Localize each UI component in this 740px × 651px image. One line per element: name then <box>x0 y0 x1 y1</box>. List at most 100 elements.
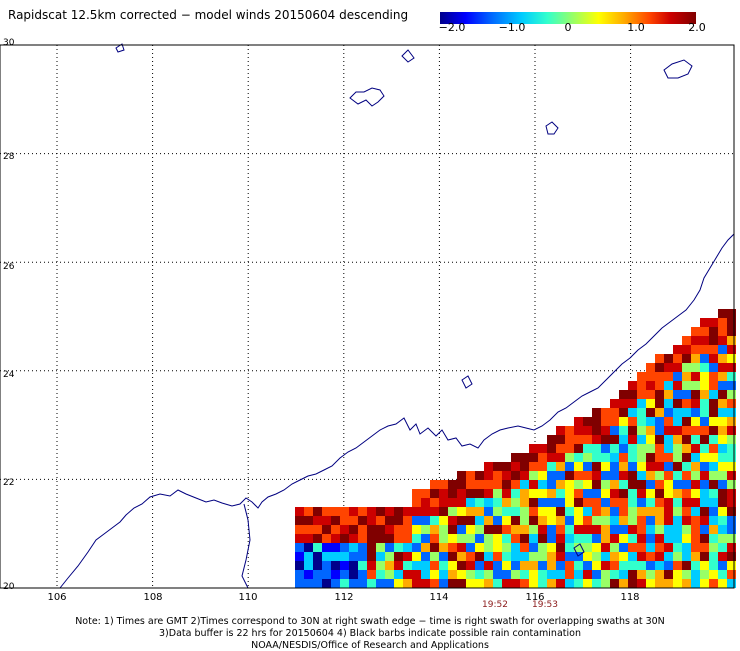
wind-cell <box>646 426 655 435</box>
wind-cell <box>637 372 646 381</box>
wind-cell <box>709 408 718 417</box>
wind-cell <box>520 543 529 552</box>
wind-cell <box>709 471 718 480</box>
wind-cell <box>637 570 646 579</box>
wind-cell <box>628 453 637 462</box>
wind-cell <box>646 417 655 426</box>
wind-cell <box>322 570 331 579</box>
wind-cell <box>574 543 583 552</box>
wind-cell <box>718 390 727 399</box>
wind-cell <box>709 336 718 345</box>
wind-cell <box>673 363 682 372</box>
wind-cell <box>673 579 682 588</box>
wind-cell <box>583 453 592 462</box>
wind-cell <box>628 561 637 570</box>
wind-cell <box>412 570 421 579</box>
wind-cell <box>484 471 493 480</box>
wind-cell <box>673 426 682 435</box>
wind-cell <box>448 480 457 489</box>
wind-cell <box>556 561 565 570</box>
wind-cell <box>619 561 628 570</box>
wind-cell <box>502 570 511 579</box>
wind-cell <box>322 561 331 570</box>
wind-cell <box>709 372 718 381</box>
wind-cell <box>475 534 484 543</box>
wind-cell <box>610 453 619 462</box>
wind-cell <box>610 471 619 480</box>
wind-cell <box>601 417 610 426</box>
wind-cell <box>457 552 466 561</box>
wind-cell <box>727 399 736 408</box>
wind-cell <box>691 498 700 507</box>
wind-cell <box>529 471 538 480</box>
wind-cell <box>313 516 322 525</box>
wind-cell <box>367 543 376 552</box>
wind-cell <box>682 561 691 570</box>
wind-cell <box>565 462 574 471</box>
wind-cell <box>583 435 592 444</box>
wind-cell <box>700 318 709 327</box>
wind-cell <box>547 570 556 579</box>
wind-cell <box>646 390 655 399</box>
wind-cell <box>511 579 520 588</box>
wind-cell <box>403 516 412 525</box>
wind-cell <box>700 579 709 588</box>
wind-cell <box>565 480 574 489</box>
wind-cell <box>709 480 718 489</box>
wind-cell <box>565 507 574 516</box>
wind-cell <box>448 498 457 507</box>
wind-cell <box>574 417 583 426</box>
wind-cell <box>709 534 718 543</box>
wind-cell <box>583 516 592 525</box>
wind-cell <box>727 318 736 327</box>
wind-cell <box>349 579 358 588</box>
swath-time-1953: 19:53 <box>532 600 558 610</box>
wind-cell <box>547 561 556 570</box>
wind-cell <box>574 552 583 561</box>
wind-cell <box>691 516 700 525</box>
wind-cell <box>547 525 556 534</box>
wind-cell <box>682 408 691 417</box>
wind-cell <box>718 327 727 336</box>
wind-cell <box>457 570 466 579</box>
wind-cell <box>538 534 547 543</box>
lon-label-110: 110 <box>238 592 258 603</box>
wind-cell <box>646 579 655 588</box>
wind-cell <box>385 561 394 570</box>
colorbar-label-neg2: −2.0 <box>438 21 466 34</box>
wind-cell <box>556 435 565 444</box>
wind-cell <box>637 444 646 453</box>
wind-cell <box>727 453 736 462</box>
wind-cell <box>610 444 619 453</box>
wind-cell <box>700 444 709 453</box>
wind-cell <box>592 453 601 462</box>
wind-cell <box>484 561 493 570</box>
wind-cell <box>367 516 376 525</box>
wind-cell <box>331 579 340 588</box>
wind-cell <box>709 390 718 399</box>
wind-cell <box>421 525 430 534</box>
wind-cell <box>466 561 475 570</box>
wind-cell <box>655 552 664 561</box>
wind-cell <box>691 579 700 588</box>
wind-cell <box>313 525 322 534</box>
wind-cell <box>457 561 466 570</box>
wind-cell <box>304 561 313 570</box>
wind-cell <box>313 534 322 543</box>
colorbar-label-pos2: 2.0 <box>688 21 706 34</box>
wind-cell <box>628 507 637 516</box>
wind-cell <box>583 426 592 435</box>
wind-cell <box>646 372 655 381</box>
wind-cell <box>475 516 484 525</box>
wind-cell <box>646 453 655 462</box>
wind-cell <box>511 462 520 471</box>
wind-cell <box>322 579 331 588</box>
wind-cell <box>493 525 502 534</box>
wind-cell <box>727 525 736 534</box>
wind-cell <box>421 579 430 588</box>
wind-cell <box>475 498 484 507</box>
wind-cell <box>556 507 565 516</box>
wind-cell <box>385 516 394 525</box>
wind-cell <box>592 444 601 453</box>
wind-cell <box>385 525 394 534</box>
